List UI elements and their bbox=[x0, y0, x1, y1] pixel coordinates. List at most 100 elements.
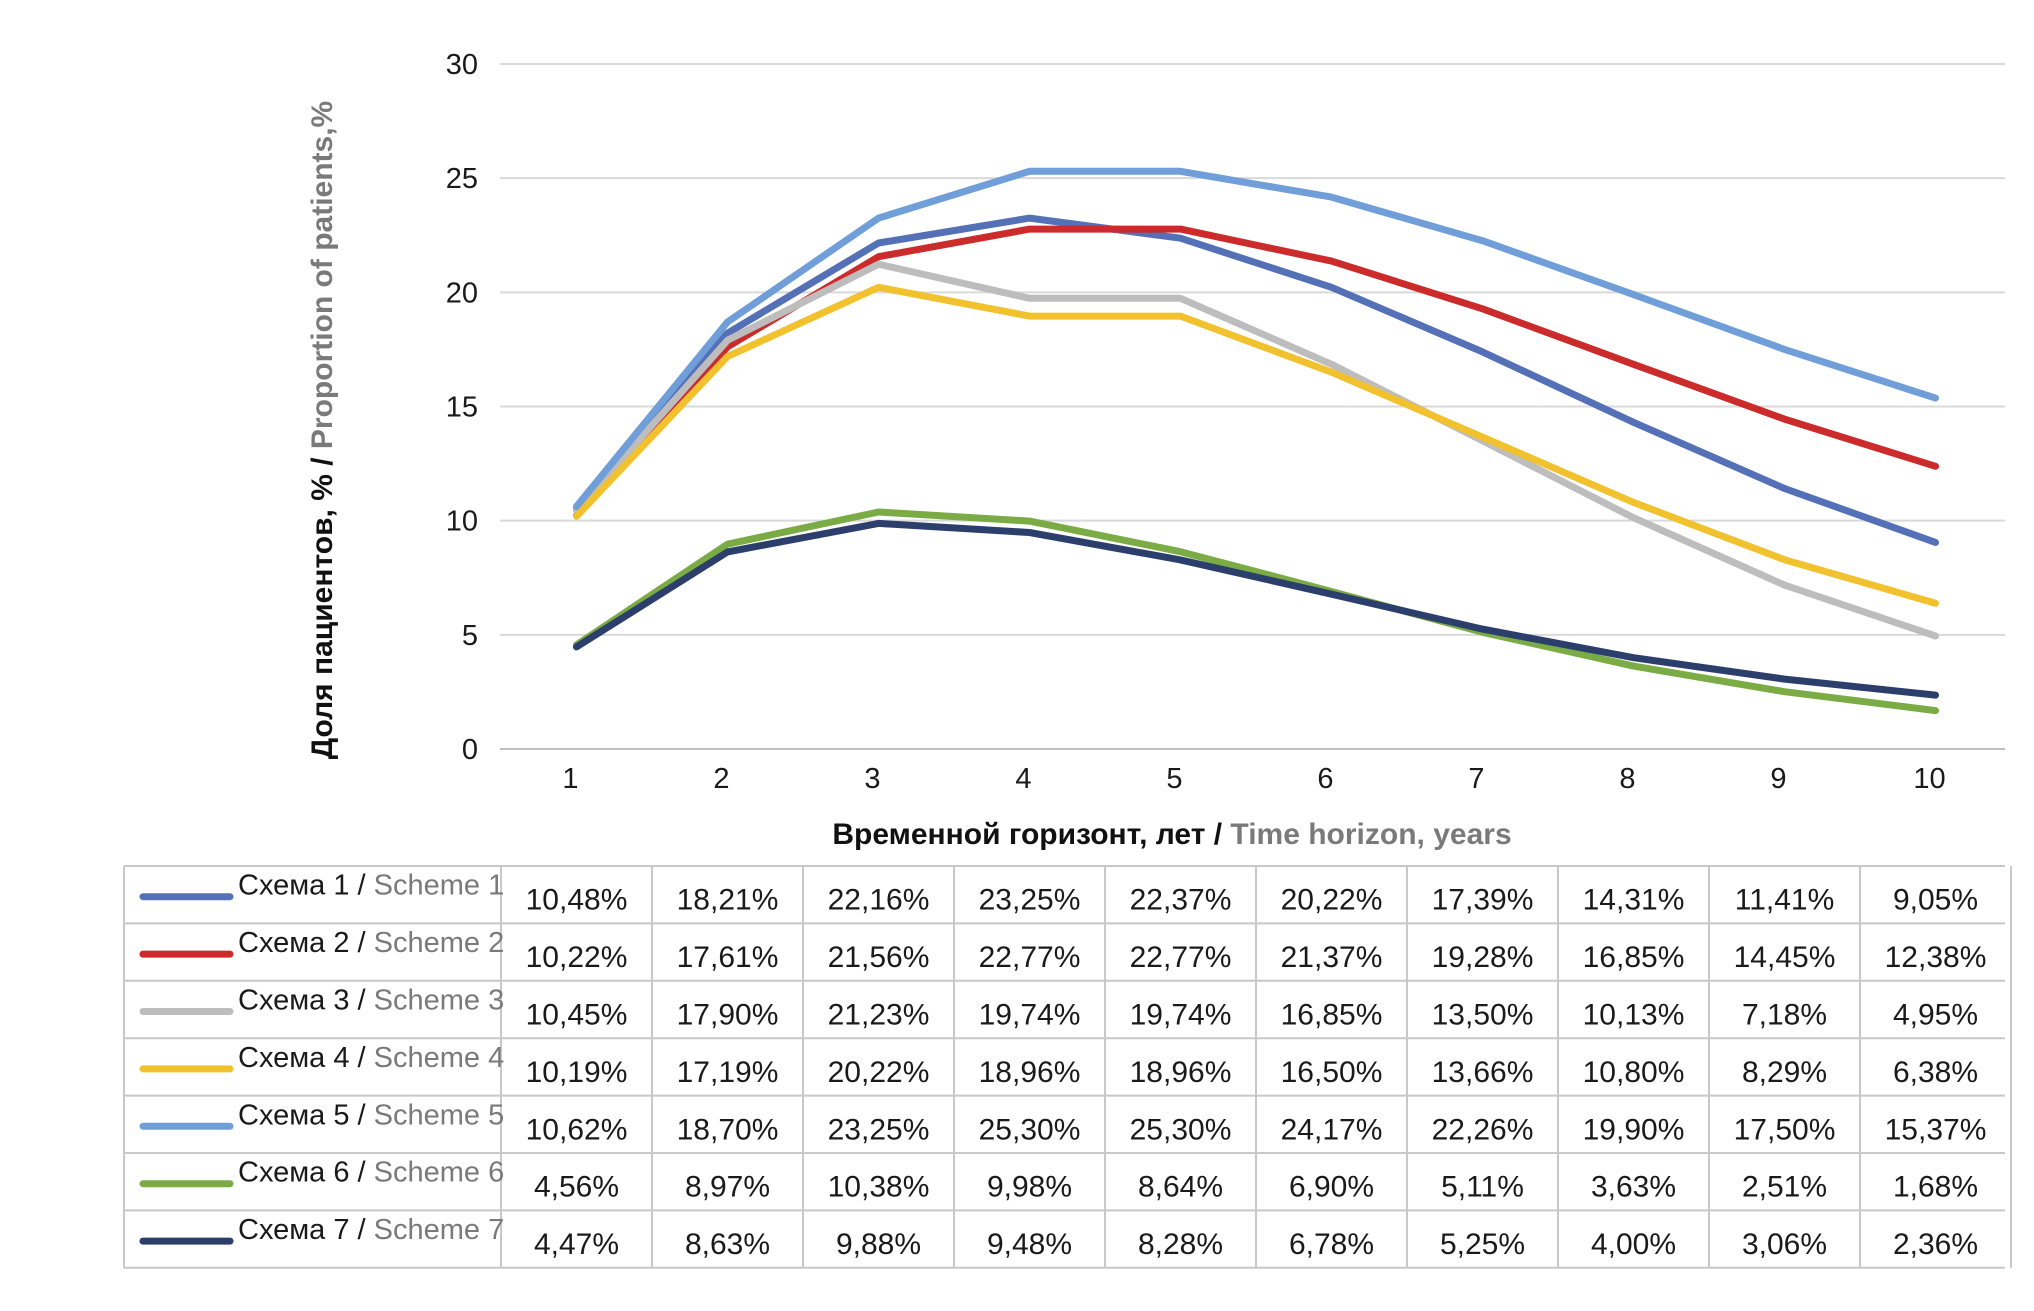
table-row: Схема 3 / Scheme 3 10,45% 17,90% 21,23% 19,7… bbox=[139, 985, 1978, 1032]
table-cell: 1,68% bbox=[1893, 1171, 1978, 1204]
table-cell: 4,95% bbox=[1893, 999, 1978, 1032]
table-cell: 6,38% bbox=[1893, 1056, 1978, 1089]
table-cell: 8,97% bbox=[685, 1171, 770, 1204]
table-cell: 18,96% bbox=[1130, 1056, 1232, 1089]
table-cell: 10,19% bbox=[526, 1056, 628, 1089]
table-cell: 14,45% bbox=[1734, 941, 1836, 974]
data-table: Схема 1 / Scheme 1 10,48% 18,21% 22,16% 23,2… bbox=[123, 865, 2012, 1269]
series-line-1 bbox=[573, 214, 1939, 546]
table-cell: 6,78% bbox=[1289, 1228, 1374, 1261]
table-cell: 2,51% bbox=[1742, 1171, 1827, 1204]
table-cell: 8,28% bbox=[1138, 1228, 1223, 1261]
x-tick-label: 5 bbox=[1166, 763, 1182, 795]
table-cell: 5,11% bbox=[1441, 1171, 1524, 1204]
legend-label-en: Scheme 3 bbox=[374, 985, 505, 1017]
series-line-6 bbox=[573, 508, 1939, 715]
table-cell: 8,29% bbox=[1742, 1056, 1827, 1089]
x-tick-label: 10 bbox=[1913, 763, 1945, 795]
table-cell: 13,50% bbox=[1432, 999, 1534, 1032]
table-cell: 11,41% bbox=[1735, 884, 1835, 917]
legend-label-ru: Схема 4 / bbox=[238, 1042, 374, 1074]
table-cell: 17,19% bbox=[677, 1056, 779, 1089]
x-tick-label: 3 bbox=[864, 763, 880, 795]
series-line-3 bbox=[573, 260, 1939, 640]
x-axis-ticks: 1 2 3 4 5 6 7 8 9 10 bbox=[562, 763, 1945, 795]
table-cell: 3,63% bbox=[1591, 1171, 1676, 1204]
legend-label-en: Scheme 7 bbox=[374, 1214, 505, 1246]
table-cell: 22,77% bbox=[979, 941, 1081, 974]
y-tick-label: 15 bbox=[446, 392, 478, 424]
table-cell: 16,85% bbox=[1583, 941, 1685, 974]
table-cell: 17,50% bbox=[1734, 1113, 1836, 1146]
legend-label-ru: Схема 1 / bbox=[238, 870, 374, 902]
table-cell: 12,38% bbox=[1885, 941, 1987, 974]
table-cell: 17,39% bbox=[1432, 884, 1534, 917]
table-cell: 22,77% bbox=[1130, 941, 1232, 974]
table-cell: 23,25% bbox=[979, 884, 1081, 917]
table-cell: 19,74% bbox=[979, 999, 1081, 1032]
x-tick-label: 8 bbox=[1619, 763, 1635, 795]
table-cell: 18,21% bbox=[677, 884, 779, 917]
legend-label-en: Scheme 1 bbox=[374, 870, 505, 902]
table-cell: 10,22% bbox=[526, 941, 628, 974]
table-cell: 18,70% bbox=[677, 1113, 779, 1146]
legend-label: Схема 7 / Scheme 7 bbox=[238, 1214, 504, 1246]
table-cell: 20,22% bbox=[828, 1056, 930, 1089]
table-cell: 21,37% bbox=[1281, 941, 1383, 974]
table-cell: 19,74% bbox=[1130, 999, 1232, 1032]
table-cell: 17,61% bbox=[677, 941, 779, 974]
series-line-4 bbox=[573, 283, 1939, 607]
table-cell: 15,37% bbox=[1885, 1113, 1987, 1146]
y-tick-label: 0 bbox=[462, 734, 478, 766]
table-cell: 20,22% bbox=[1281, 884, 1383, 917]
table-cell: 9,05% bbox=[1893, 884, 1978, 917]
table-row: Схема 5 / Scheme 5 10,62% 18,70% 23,25% 25,3… bbox=[139, 1099, 1987, 1146]
legend-label-en: Scheme 4 bbox=[374, 1042, 505, 1074]
x-tick-label: 1 bbox=[562, 763, 578, 795]
series-line-7 bbox=[573, 519, 1939, 699]
table-cell: 19,28% bbox=[1432, 941, 1534, 974]
x-tick-label: 6 bbox=[1317, 763, 1333, 795]
series-lines bbox=[573, 167, 1939, 715]
table-cell: 9,88% bbox=[836, 1228, 921, 1261]
table-row: Схема 6 / Scheme 6 4,56% 8,97% 10,38% 9,98% 8… bbox=[139, 1157, 1978, 1204]
series-line-5 bbox=[573, 167, 1939, 510]
legend-label-en: Scheme 2 bbox=[374, 927, 505, 959]
x-tick-label: 9 bbox=[1770, 763, 1786, 795]
table-cell: 10,13% bbox=[1583, 999, 1685, 1032]
table-row: Схема 4 / Scheme 4 10,19% 17,19% 20,22% 18,9… bbox=[139, 1042, 1978, 1089]
table-cell: 10,38% bbox=[828, 1171, 930, 1204]
y-tick-label: 10 bbox=[446, 506, 478, 538]
table-cell: 23,25% bbox=[828, 1113, 930, 1146]
legend-label: Схема 2 / Scheme 2 bbox=[238, 927, 504, 959]
table-cell: 8,64% bbox=[1138, 1171, 1223, 1204]
table-cell: 10,62% bbox=[526, 1113, 628, 1146]
table-cell: 22,37% bbox=[1130, 884, 1232, 917]
table-row: Схема 7 / Scheme 7 4,47% 8,63% 9,88% 9,48% 8,… bbox=[139, 1214, 1978, 1261]
x-tick-label: 4 bbox=[1015, 763, 1031, 795]
legend-label: Схема 5 / Scheme 5 bbox=[238, 1099, 504, 1131]
table-cell: 24,17% bbox=[1281, 1113, 1383, 1146]
y-tick-label: 25 bbox=[446, 163, 478, 195]
table-cell: 16,50% bbox=[1281, 1056, 1383, 1089]
legend-label-ru: Схема 6 / bbox=[238, 1157, 374, 1189]
table-cell: 4,47% bbox=[534, 1228, 619, 1261]
table-cell: 16,85% bbox=[1281, 999, 1383, 1032]
table-cell: 19,90% bbox=[1583, 1113, 1685, 1146]
table-cell: 4,00% bbox=[1591, 1228, 1676, 1261]
table-cell: 3,06% bbox=[1742, 1228, 1827, 1261]
table-cell: 9,48% bbox=[987, 1228, 1072, 1261]
legend-label-ru: Схема 3 / bbox=[238, 985, 374, 1017]
table-row: Схема 1 / Scheme 1 10,48% 18,21% 22,16% 23,2… bbox=[139, 870, 1978, 917]
legend-label-ru: Схема 2 / bbox=[238, 927, 374, 959]
legend-label: Схема 4 / Scheme 4 bbox=[238, 1042, 504, 1074]
table-cell: 9,98% bbox=[987, 1171, 1072, 1204]
x-tick-label: 2 bbox=[713, 763, 729, 795]
table-cell: 21,56% bbox=[828, 941, 930, 974]
legend-label-en: Scheme 5 bbox=[374, 1099, 505, 1131]
table-cell: 13,66% bbox=[1432, 1056, 1534, 1089]
y-tick-label: 30 bbox=[446, 49, 478, 81]
table-cell: 21,23% bbox=[828, 999, 930, 1032]
table-cell: 4,56% bbox=[534, 1171, 619, 1204]
